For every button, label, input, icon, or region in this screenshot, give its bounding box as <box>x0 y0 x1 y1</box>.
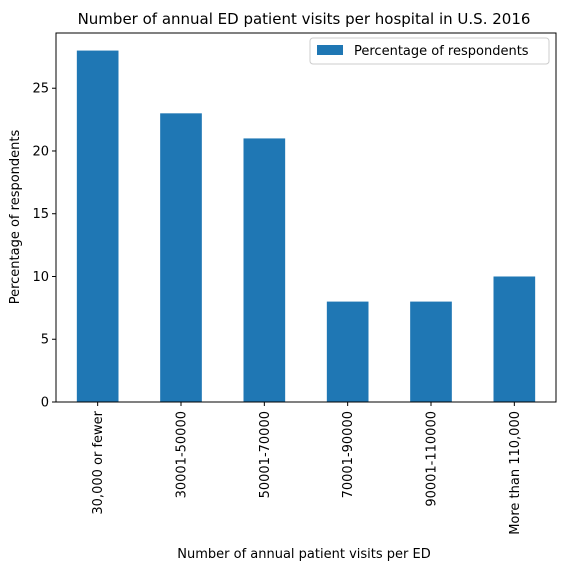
y-axis-ticks: 0 5 10 15 20 25 <box>32 82 56 411</box>
chart-title: Number of annual ED patient visits per h… <box>78 10 531 28</box>
legend-box <box>309 37 550 65</box>
x-tick-label-0: 30,000 or fewer <box>91 410 106 514</box>
bars-group <box>76 50 536 402</box>
x-tick-label-2: 50001-70000 <box>258 411 273 498</box>
x-tick-label-1: 30001-50000 <box>175 411 190 498</box>
legend-label: Percentage of respondents <box>354 44 529 59</box>
y-tick-label-2: 10 <box>32 270 49 285</box>
bar-0 <box>76 50 119 402</box>
y-tick-label-0: 0 <box>41 396 49 411</box>
legend-swatch <box>317 45 343 55</box>
x-tick-label-5: More than 110,000 <box>508 411 523 535</box>
x-tick-label-4: 90001-110000 <box>425 411 440 507</box>
x-axis-ticks: 30,000 or fewer 30001-50000 50001-70000 700… <box>91 402 523 535</box>
y-tick-label-5: 25 <box>32 82 49 97</box>
x-axis-label: Number of annual patient visits per ED <box>177 547 430 562</box>
bar-5 <box>493 276 536 402</box>
legend: Percentage of respondents <box>309 37 550 65</box>
bar-1 <box>160 113 202 402</box>
y-tick-label-1: 5 <box>41 333 49 348</box>
bar-4 <box>410 301 452 402</box>
y-tick-label-4: 20 <box>32 144 49 159</box>
bar-3 <box>326 301 369 402</box>
y-tick-label-3: 15 <box>32 207 49 222</box>
plot-frame <box>55 32 557 403</box>
bar-2 <box>243 138 286 402</box>
x-tick-label-3: 70001-90000 <box>341 411 356 498</box>
y-axis-label: Percentage of respondents <box>8 129 23 304</box>
